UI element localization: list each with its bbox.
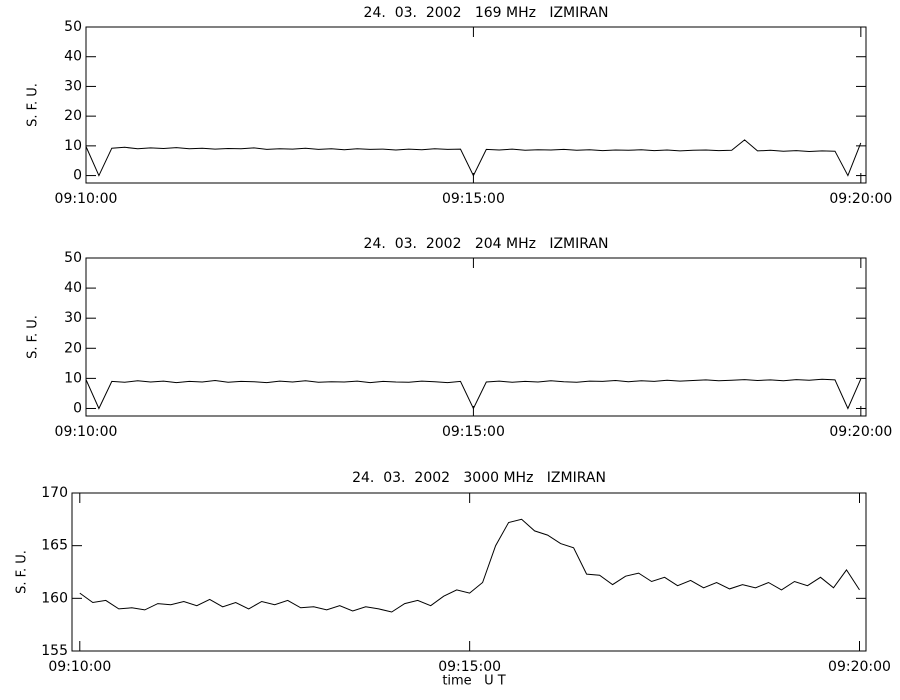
y-tick-label: 0 — [73, 168, 82, 184]
y-tick-label: 40 — [64, 280, 82, 296]
y-axis-label: S. F. U. — [26, 315, 41, 359]
y-tick-label: 170 — [41, 485, 68, 501]
y-tick-label: 30 — [64, 78, 82, 94]
y-tick-label: 30 — [64, 310, 82, 326]
y-tick-label: 50 — [64, 250, 82, 266]
y-tick-label: 10 — [64, 138, 82, 154]
chart-title: 24. 03. 2002 169 MHz IZMIRAN — [364, 5, 609, 21]
y-axis-label: S. F. U. — [26, 83, 41, 127]
y-tick-label: 155 — [41, 643, 68, 659]
data-line — [79, 518, 860, 613]
y-tick-label: 165 — [41, 538, 68, 554]
plot-frame — [85, 26, 867, 184]
data-line — [85, 378, 862, 410]
y-tick-label: 40 — [64, 49, 82, 65]
y-axis-label: S. F. U. — [15, 550, 30, 594]
y-tick-label: 160 — [41, 590, 68, 606]
x-tick-label: 09:20:00 — [829, 424, 892, 440]
x-tick-label: 09:10:00 — [48, 659, 111, 675]
x-axis-label: time U T — [442, 674, 505, 689]
plot-frame — [85, 257, 867, 417]
y-tick-label: 10 — [64, 370, 82, 386]
x-tick-label: 09:15:00 — [438, 659, 501, 675]
chart-title: 24. 03. 2002 3000 MHz IZMIRAN — [352, 470, 606, 486]
y-tick-label: 20 — [64, 108, 82, 124]
y-tick-label: 50 — [64, 19, 82, 35]
x-tick-label: 09:20:00 — [828, 659, 891, 675]
x-tick-label: 09:15:00 — [442, 191, 505, 207]
x-tick-label: 09:20:00 — [829, 191, 892, 207]
data-line — [85, 139, 862, 177]
plot-frame — [71, 492, 867, 652]
y-tick-label: 0 — [73, 400, 82, 416]
y-tick-label: 20 — [64, 340, 82, 356]
x-tick-label: 09:15:00 — [442, 424, 505, 440]
x-tick-label: 09:10:00 — [55, 424, 118, 440]
chart-title: 24. 03. 2002 204 MHz IZMIRAN — [364, 236, 609, 252]
x-tick-label: 09:10:00 — [55, 191, 118, 207]
